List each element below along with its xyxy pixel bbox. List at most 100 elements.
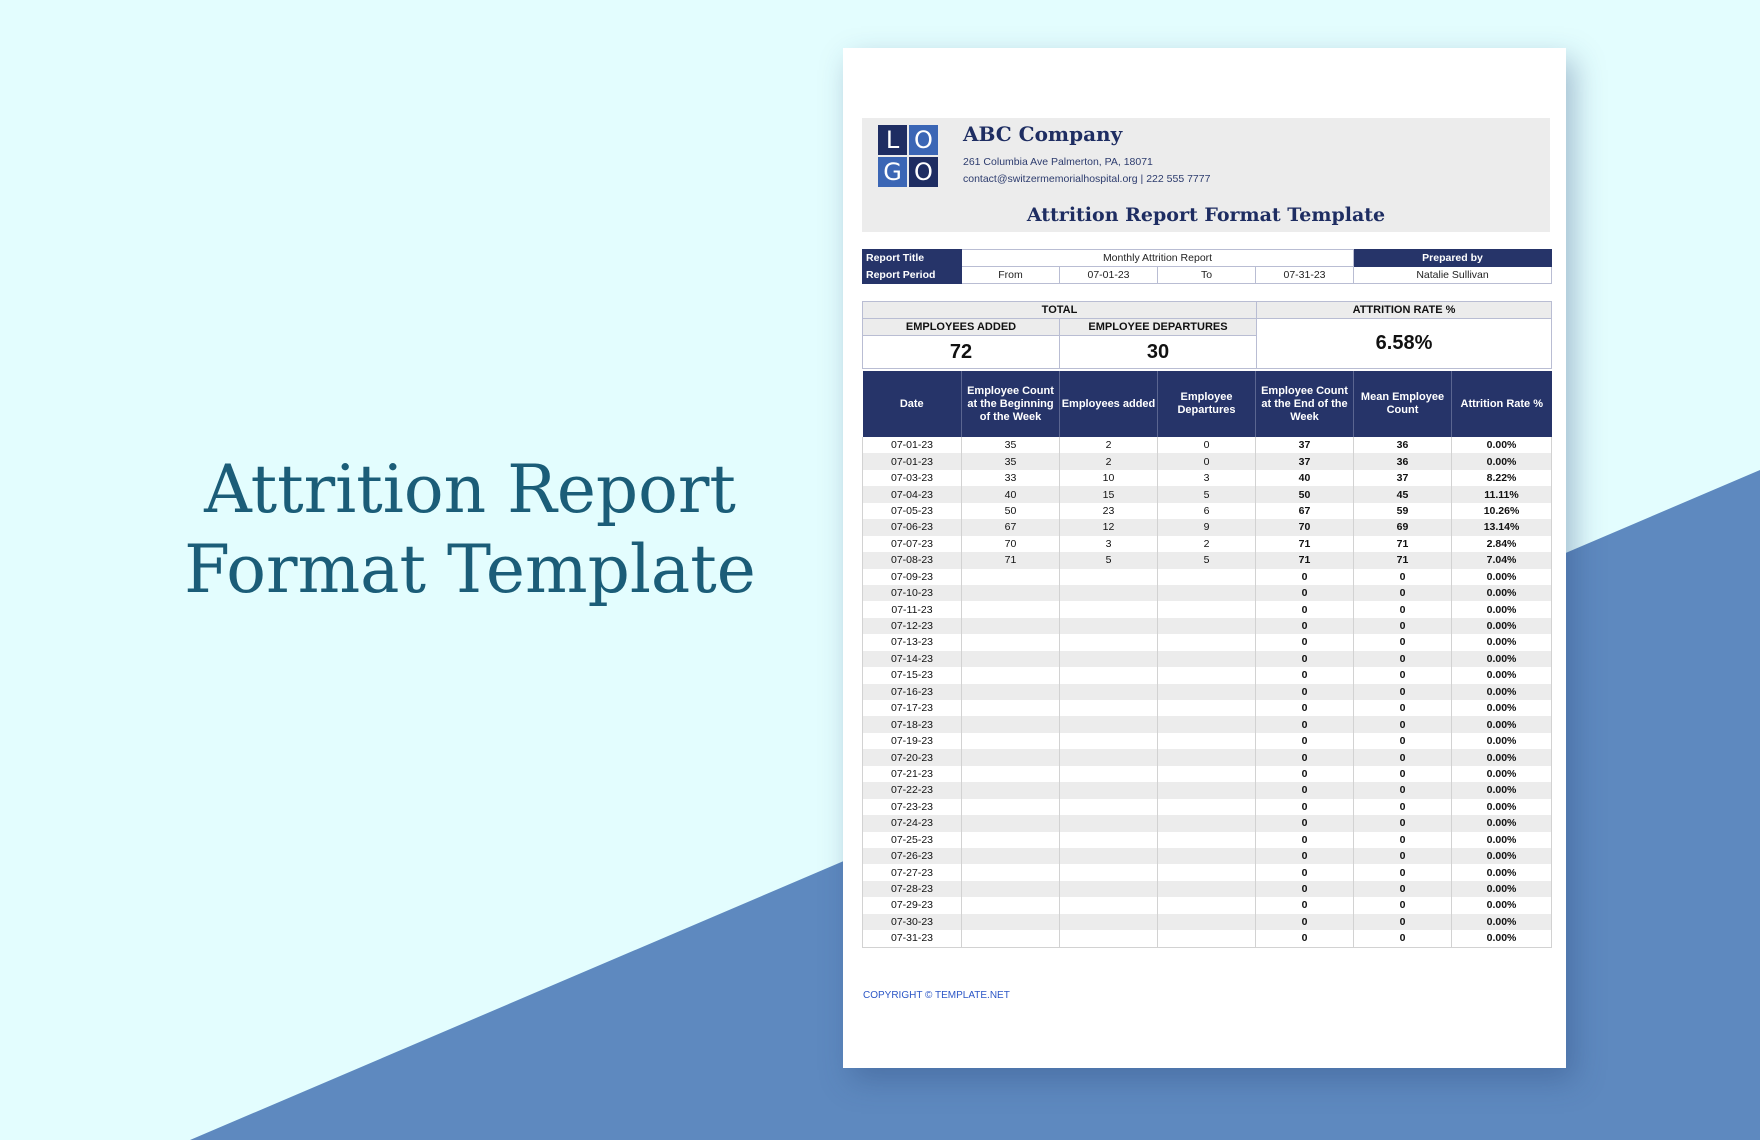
attrition-rate-cell: 0.00% (1451, 782, 1552, 799)
table-row: 07-27-23 0 0 0.00% (862, 864, 1552, 881)
employee-departures-cell (1157, 831, 1256, 848)
employees-added-cell: 2 (1059, 437, 1158, 454)
date-cell: 07-24-23 (862, 815, 962, 832)
count-beginning-cell (961, 798, 1060, 816)
count-end-cell: 0 (1255, 683, 1354, 700)
count-beginning-cell: 35 (961, 437, 1060, 454)
date-cell: 07-01-23 (862, 453, 962, 470)
prepared-by-label: Prepared by (1353, 249, 1553, 267)
mean-count-cell: 0 (1353, 798, 1452, 816)
mean-count-cell: 0 (1353, 601, 1452, 618)
count-beginning-cell (961, 584, 1060, 602)
mean-count-cell: 0 (1353, 667, 1452, 684)
company-address: 261 Columbia Ave Palmerton, PA, 18071 (963, 156, 1153, 168)
count-end-cell: 71 (1255, 535, 1354, 553)
table-row: 07-24-23 0 0 0.00% (862, 815, 1552, 832)
attrition-rate-cell: 7.04% (1451, 552, 1552, 569)
date-cell: 07-07-23 (862, 535, 962, 553)
count-end-cell: 0 (1255, 815, 1354, 832)
count-beginning-cell (961, 667, 1060, 684)
date-cell: 07-06-23 (862, 519, 962, 536)
employees-added-cell (1059, 798, 1158, 816)
table-row: 07-01-23 35 2 0 37 36 0.00% (862, 453, 1552, 470)
employees-added-cell (1059, 716, 1158, 733)
count-end-cell: 0 (1255, 634, 1354, 651)
table-row: 07-19-23 0 0 0.00% (862, 732, 1552, 750)
count-beginning-cell: 67 (961, 519, 1060, 536)
mean-count-cell: 45 (1353, 486, 1452, 503)
count-end-cell: 0 (1255, 584, 1354, 602)
employee-departures-cell: 0 (1157, 437, 1256, 454)
date-cell: 07-13-23 (862, 634, 962, 651)
table-row: 07-07-23 70 3 2 71 71 2.84% (862, 535, 1552, 553)
hero-title-line-1: Attrition Report (204, 451, 736, 528)
count-beginning-cell: 71 (961, 552, 1060, 569)
employees-added-cell (1059, 568, 1158, 585)
count-beginning-cell (961, 880, 1060, 898)
date-cell: 07-20-23 (862, 749, 962, 766)
report-info-row-1: Report Title Monthly Attrition Report Pr… (862, 249, 1553, 267)
count-beginning-cell (961, 601, 1060, 618)
count-beginning-cell: 35 (961, 453, 1060, 470)
table-row: 07-09-23 0 0 0.00% (862, 568, 1552, 585)
count-beginning-cell (961, 568, 1060, 585)
date-cell: 07-29-23 (862, 897, 962, 914)
count-end-cell: 0 (1255, 798, 1354, 816)
date-cell: 07-27-23 (862, 864, 962, 881)
count-beginning-cell (961, 650, 1060, 668)
attrition-rate-cell: 11.11% (1451, 486, 1552, 503)
attrition-rate-cell: 0.00% (1451, 847, 1552, 865)
table-row: 07-28-23 0 0 0.00% (862, 880, 1552, 898)
count-end-cell: 0 (1255, 601, 1354, 618)
employees-added-cell (1059, 749, 1158, 766)
count-end-cell: 0 (1255, 913, 1354, 931)
attrition-rate-cell: 0.00% (1451, 667, 1552, 684)
employees-added-cell (1059, 732, 1158, 750)
attrition-rate-cell: 0.00% (1451, 617, 1552, 635)
attrition-rate-cell: 2.84% (1451, 535, 1552, 553)
employee-departures-cell: 2 (1157, 535, 1256, 553)
count-beginning-cell (961, 765, 1060, 783)
count-end-cell: 0 (1255, 847, 1354, 865)
table-row: 07-21-23 0 0 0.00% (862, 765, 1552, 783)
employees-added-value: 72 (862, 335, 1060, 369)
table-body: 07-01-23 35 2 0 37 36 0.00% 07-01-23 35 2 0 37 36 0.0… (862, 437, 1552, 948)
employee-departures-cell (1157, 650, 1256, 668)
table-row: 07-04-23 40 15 5 50 45 11.11% (862, 486, 1552, 503)
employee-departures-cell: 3 (1157, 469, 1256, 487)
employees-added-cell (1059, 634, 1158, 651)
table-row: 07-13-23 0 0 0.00% (862, 634, 1552, 651)
table-row: 07-14-23 0 0 0.00% (862, 650, 1552, 668)
employee-departures-cell (1157, 765, 1256, 783)
attrition-rate-cell: 0.00% (1451, 700, 1552, 717)
summary-row-1: TOTAL ATTRITION RATE % (862, 301, 1552, 319)
date-cell: 07-09-23 (862, 568, 962, 585)
mean-count-cell: 36 (1353, 453, 1452, 470)
table-row: 07-03-23 33 10 3 40 37 8.22% (862, 469, 1552, 487)
count-beginning-cell (961, 930, 1060, 948)
table-row: 07-23-23 0 0 0.00% (862, 798, 1552, 816)
logo-letter-o1: O (909, 125, 938, 155)
employee-departures-cell (1157, 798, 1256, 816)
attrition-rate-cell: 0.00% (1451, 765, 1552, 783)
document-page: L O G O ABC Company 261 Columbia Ave Pal… (843, 48, 1566, 1068)
attrition-rate-cell: 0.00% (1451, 437, 1552, 454)
table-row: 07-22-23 0 0 0.00% (862, 782, 1552, 799)
attrition-rate-cell: 0.00% (1451, 831, 1552, 848)
employees-added-cell (1059, 815, 1158, 832)
employee-departures-cell (1157, 749, 1256, 766)
count-end-cell: 0 (1255, 667, 1354, 684)
count-end-cell: 0 (1255, 782, 1354, 799)
employee-departures-label: EMPLOYEE DEPARTURES (1059, 318, 1257, 336)
report-info-table: Report Title Monthly Attrition Report Pr… (862, 249, 1553, 284)
weekly-attrition-table: Date Employee Count at the Beginning of … (862, 371, 1552, 948)
date-cell: 07-26-23 (862, 847, 962, 865)
employees-added-cell (1059, 864, 1158, 881)
attrition-rate-cell: 0.00% (1451, 453, 1552, 470)
column-header-employees-added: Employees added (1059, 371, 1158, 437)
logo-letter-l: L (878, 125, 907, 155)
employee-departures-cell: 5 (1157, 552, 1256, 569)
date-cell: 07-25-23 (862, 831, 962, 848)
mean-count-cell: 69 (1353, 519, 1452, 536)
employee-departures-cell (1157, 568, 1256, 585)
